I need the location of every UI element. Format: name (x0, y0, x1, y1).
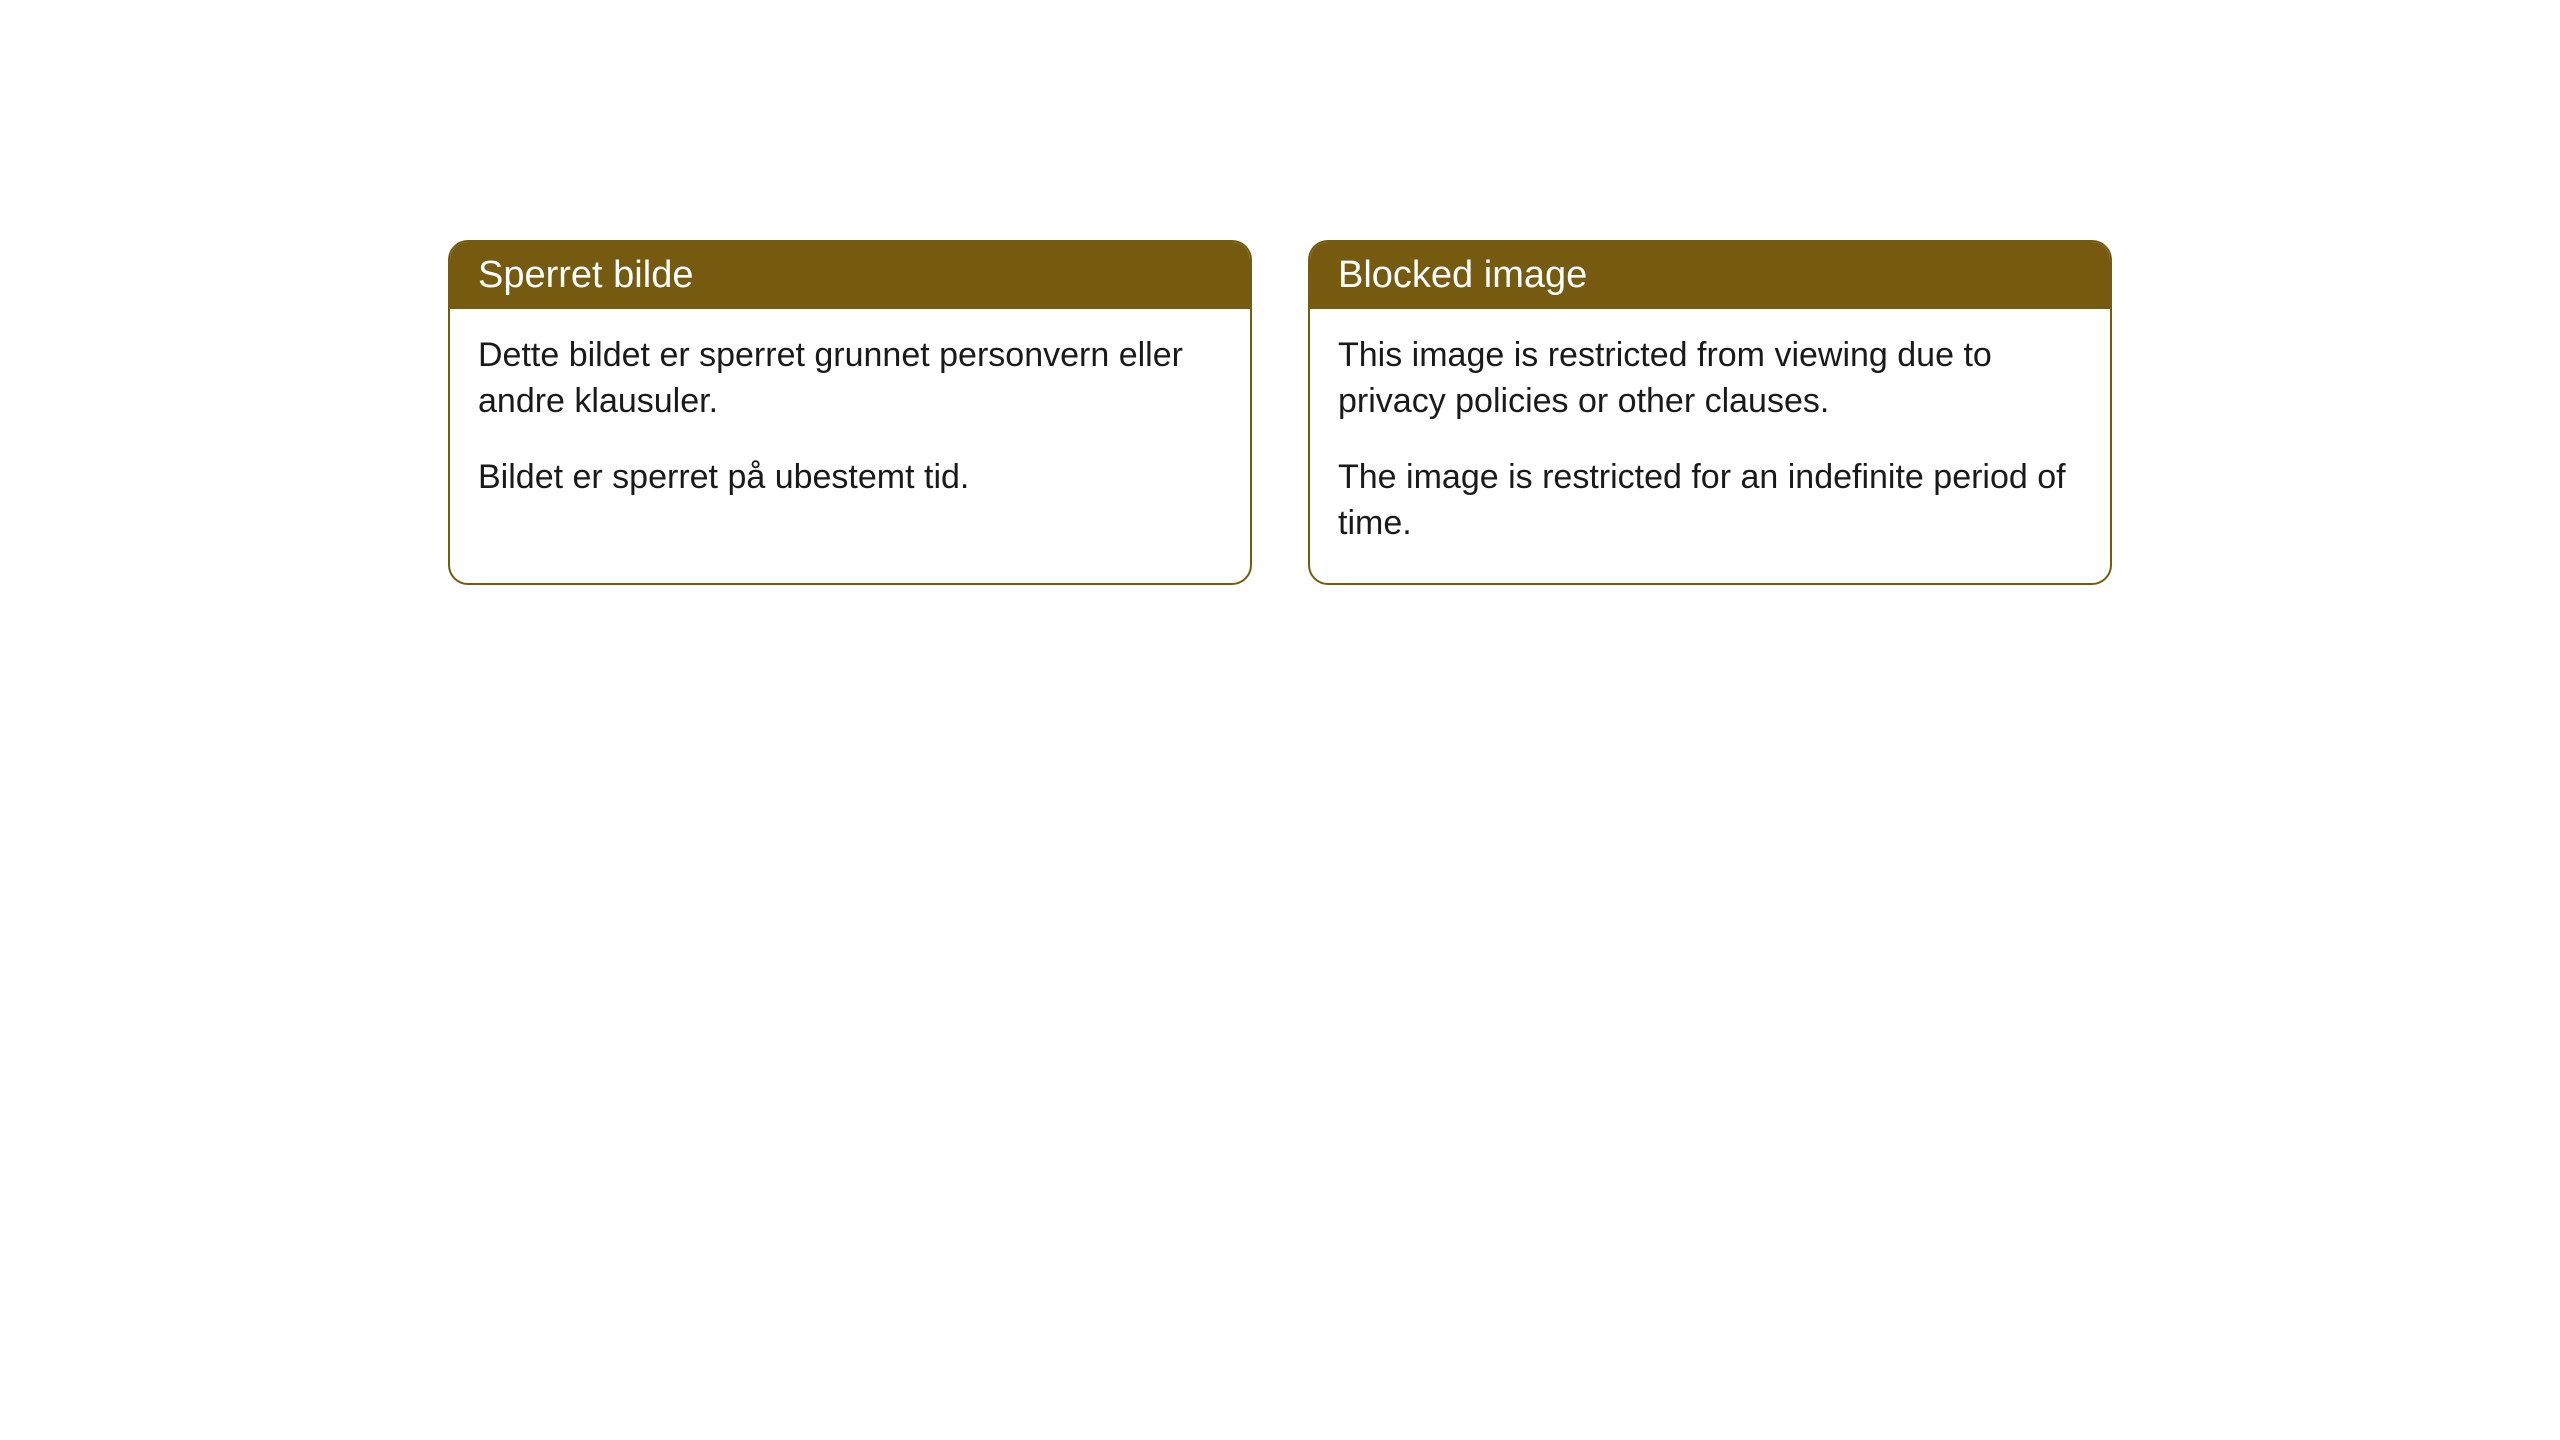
notice-card-english: Blocked image This image is restricted f… (1308, 240, 2112, 585)
notice-cards-container: Sperret bilde Dette bildet er sperret gr… (0, 240, 2560, 585)
body-paragraph: Bildet er sperret på ubestemt tid. (478, 455, 1222, 501)
body-paragraph: The image is restricted for an indefinit… (1338, 455, 2082, 547)
body-paragraph: This image is restricted from viewing du… (1338, 333, 2082, 425)
notice-card-norwegian: Sperret bilde Dette bildet er sperret gr… (448, 240, 1252, 585)
body-paragraph: Dette bildet er sperret grunnet personve… (478, 333, 1222, 425)
card-header: Sperret bilde (450, 242, 1250, 309)
card-body: Dette bildet er sperret grunnet personve… (450, 309, 1250, 537)
card-header: Blocked image (1310, 242, 2110, 309)
card-body: This image is restricted from viewing du… (1310, 309, 2110, 583)
